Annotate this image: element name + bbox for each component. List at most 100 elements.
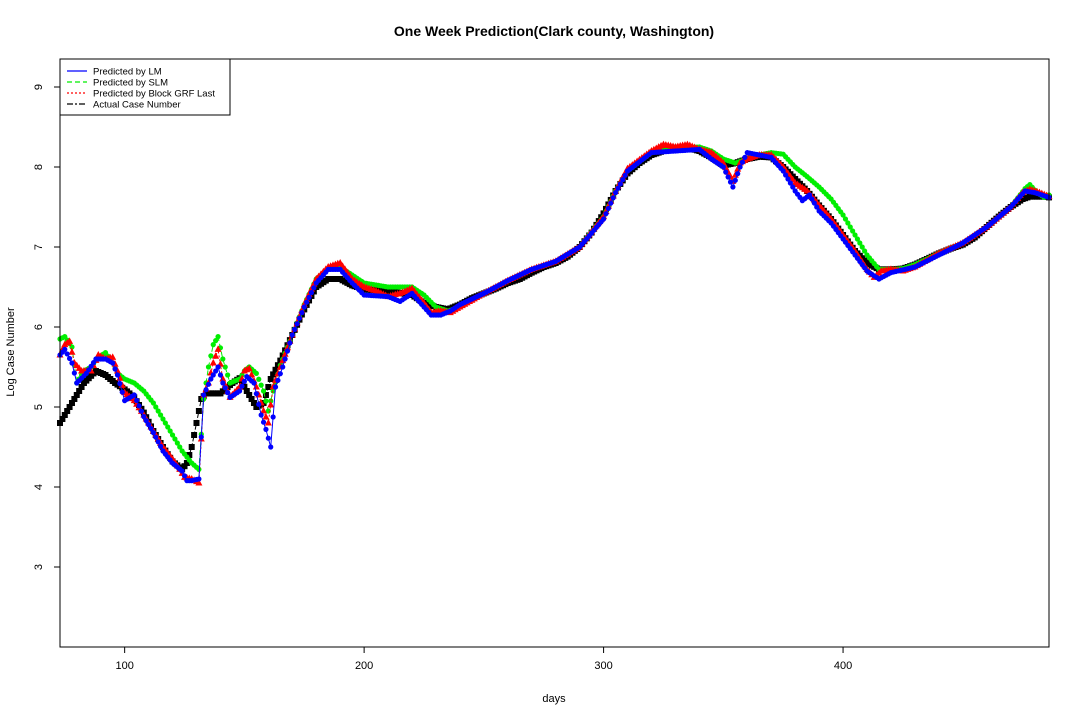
data-point xyxy=(222,364,228,370)
axes: 100 200 300 400 3 4 5 6 7 8 9 xyxy=(33,58,1050,672)
data-point xyxy=(260,407,268,414)
data-point xyxy=(272,384,279,390)
data-point xyxy=(608,200,614,206)
data-point xyxy=(263,426,269,432)
x-tick-label: 100 xyxy=(115,660,133,672)
data-point xyxy=(174,440,180,446)
data-point xyxy=(213,338,219,344)
data-point xyxy=(275,377,281,383)
data-point xyxy=(69,360,75,366)
data-point xyxy=(842,216,849,222)
data-point xyxy=(62,346,68,352)
plot-frame xyxy=(59,58,1050,648)
data-point xyxy=(154,435,162,442)
data-point xyxy=(78,384,85,390)
data-point xyxy=(785,176,791,182)
data-point xyxy=(603,211,609,217)
data-point xyxy=(131,392,137,398)
data-point xyxy=(296,315,303,321)
data-point xyxy=(742,154,748,160)
data-point xyxy=(730,184,736,190)
chart-title: One Week Prediction(Clark county, Washin… xyxy=(394,23,714,39)
y-tick-label: 6 xyxy=(33,324,45,330)
data-point xyxy=(245,364,253,372)
data-point xyxy=(195,408,202,414)
legend-label: Predicted by LM xyxy=(93,67,162,78)
data-point xyxy=(277,357,284,364)
data-point xyxy=(155,439,161,445)
data-point xyxy=(265,435,271,441)
data-point xyxy=(260,419,267,425)
data-point xyxy=(76,388,83,394)
legend-label: Predicted by Block GRF Last xyxy=(93,89,215,100)
data-point xyxy=(225,372,231,378)
data-point xyxy=(612,190,619,196)
data-point xyxy=(112,366,118,372)
data-point xyxy=(267,401,275,408)
data-point xyxy=(238,379,245,386)
data-point xyxy=(732,177,738,183)
data-point xyxy=(205,364,212,370)
data-point xyxy=(262,413,270,420)
data-point xyxy=(217,372,224,378)
data-point xyxy=(119,389,125,395)
data-point xyxy=(246,392,253,398)
data-point xyxy=(157,412,164,418)
data-point xyxy=(214,345,222,352)
data-point xyxy=(262,392,269,398)
data-point xyxy=(270,388,276,394)
data-point xyxy=(272,366,279,373)
data-point xyxy=(850,228,856,234)
data-point xyxy=(203,387,209,393)
data-point xyxy=(840,212,846,218)
data-point xyxy=(306,294,312,300)
data-point xyxy=(153,434,159,440)
data-point xyxy=(169,432,176,438)
data-point xyxy=(265,384,272,390)
data-point xyxy=(222,385,228,391)
data-point xyxy=(146,422,152,428)
data-point xyxy=(620,177,626,183)
data-point xyxy=(782,172,789,178)
data-point xyxy=(59,416,66,422)
y-tick-label: 4 xyxy=(33,484,45,490)
data-point xyxy=(215,364,221,370)
plot-area xyxy=(56,140,1053,486)
data-point xyxy=(854,236,861,242)
data-point xyxy=(167,428,173,434)
data-point xyxy=(143,418,149,424)
data-point xyxy=(814,204,820,210)
data-point xyxy=(155,408,161,414)
data-point xyxy=(739,159,746,165)
data-point xyxy=(66,404,73,410)
data-point xyxy=(71,370,77,376)
data-point xyxy=(282,356,288,362)
data-point xyxy=(845,220,851,226)
data-point xyxy=(787,180,793,186)
data-point xyxy=(150,430,156,436)
data-point xyxy=(292,326,298,332)
data-point xyxy=(210,342,216,348)
data-point xyxy=(110,360,116,366)
data-point xyxy=(165,424,171,430)
data-point xyxy=(117,380,123,387)
data-point xyxy=(109,353,117,360)
data-point xyxy=(134,397,140,403)
data-point xyxy=(114,372,121,378)
data-point xyxy=(284,348,291,354)
data-point xyxy=(727,179,734,185)
data-point xyxy=(208,353,214,359)
data-point xyxy=(811,200,817,206)
data-point xyxy=(852,232,858,238)
data-point xyxy=(251,380,257,386)
data-point xyxy=(615,185,621,191)
data-point xyxy=(66,337,74,344)
x-tick-label: 300 xyxy=(594,660,612,672)
data-point xyxy=(253,370,259,376)
data-point xyxy=(215,334,221,340)
data-point xyxy=(725,174,731,180)
data-point xyxy=(720,164,726,170)
data-point xyxy=(64,351,70,357)
